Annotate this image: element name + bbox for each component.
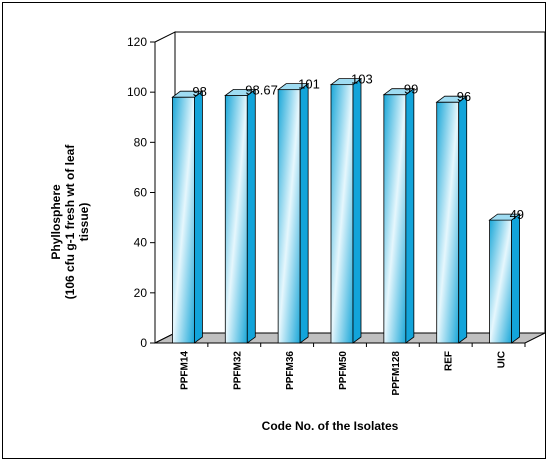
y-axis-title-line-2: (106 cfu g-1 fresh wt of leaf <box>63 144 77 300</box>
y-axis-title-line-1: Phyllosphere <box>49 184 63 260</box>
category-label: PPFM50 <box>338 351 349 390</box>
y-tick-label: 40 <box>134 236 148 250</box>
bar-front <box>436 101 460 344</box>
y-tick-label: 60 <box>134 186 148 200</box>
y-axis-title-line-3: tissue) <box>77 203 91 242</box>
data-label: 98.67 <box>245 83 278 98</box>
data-label: 49 <box>510 207 524 222</box>
bar-uic <box>488 213 521 344</box>
data-label: 101 <box>298 77 320 92</box>
bar-side <box>511 213 520 344</box>
bar-side <box>405 87 415 344</box>
bar-front <box>224 95 248 344</box>
bar-ppfm14 <box>171 90 204 344</box>
bar-ref <box>435 95 468 344</box>
data-label: 103 <box>351 72 373 87</box>
bar-ppfm32 <box>224 88 257 344</box>
data-label: 99 <box>404 82 418 97</box>
bar-side <box>458 95 468 344</box>
y-tick-label: 0 <box>140 336 147 350</box>
bar-top <box>171 90 204 98</box>
y-axis-title: Phyllosphere (106 cfu g-1 fresh wt of le… <box>49 144 91 300</box>
category-label: PPFM36 <box>285 351 296 390</box>
data-label: 96 <box>457 89 471 104</box>
bar-front <box>172 96 195 344</box>
y-tick-label: 120 <box>127 35 147 49</box>
data-labels: 98 98.67 101 103 99 96 49 <box>192 72 524 222</box>
bar-side <box>299 82 309 344</box>
category-label: PPFM128 <box>391 351 402 396</box>
bar-top <box>224 89 257 96</box>
data-label: 98 <box>192 84 206 99</box>
category-label: REF <box>444 351 455 371</box>
side-wall <box>154 31 176 344</box>
bar-top <box>329 78 363 86</box>
bar-front <box>330 84 354 344</box>
bar-ppfm128 <box>382 87 416 344</box>
bar-top <box>488 213 521 221</box>
x-axis-title: Code No. of the Isolates <box>262 419 399 433</box>
bar-top <box>276 83 310 91</box>
bar-top <box>382 88 416 96</box>
bar-front <box>277 89 301 344</box>
bar-ppfm50 <box>329 77 363 344</box>
bars <box>171 77 521 344</box>
category-labels: PPFM14 PPFM32 PPFM36 PPFM50 PPFM128 REF UIC <box>179 351 507 396</box>
bar-side <box>246 88 256 344</box>
bar-front <box>383 94 407 344</box>
category-label: UIC <box>497 351 508 368</box>
bar-top <box>435 95 468 103</box>
bar-front <box>489 219 512 344</box>
bar-side <box>352 77 362 344</box>
bar-side <box>194 90 203 344</box>
y-tick-label: 80 <box>134 135 148 149</box>
y-tick-label: 100 <box>127 85 147 99</box>
category-label: PPFM14 <box>179 351 190 390</box>
bar-ppfm36 <box>276 82 310 344</box>
axes: 0 20 40 60 80 100 120 <box>127 35 526 350</box>
category-label: PPFM32 <box>232 351 243 390</box>
y-tick-label: 20 <box>134 286 148 300</box>
